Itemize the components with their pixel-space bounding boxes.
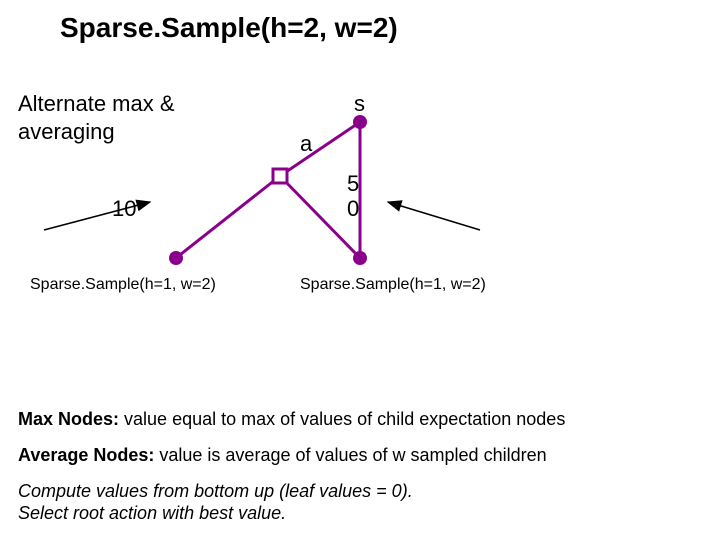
leaf-label-left: Sparse.Sample(h=1, w=2) [30, 275, 216, 295]
note-max-rest: value equal to max of values of child ex… [119, 409, 565, 429]
node-left_leaf [169, 251, 183, 265]
note-avg: Average Nodes: value is average of value… [18, 444, 547, 467]
label-5: 5 [347, 170, 359, 198]
node-a_left_sq [273, 169, 287, 183]
alternate-line2: averaging [18, 119, 115, 144]
note-max-bold: Max Nodes: [18, 409, 119, 429]
note-max: Max Nodes: value equal to max of values … [18, 408, 565, 431]
label-10: 10 [112, 195, 136, 223]
note-avg-rest: value is average of values of w sampled … [154, 445, 546, 465]
leaf-label-right: Sparse.Sample(h=1, w=2) [300, 275, 486, 295]
note-avg-bold: Average Nodes: [18, 445, 154, 465]
label-s: s [354, 90, 365, 118]
alternate-line1: Alternate max & [18, 91, 175, 116]
node-right_leaf [353, 251, 367, 265]
page-title: Sparse.Sample(h=2, w=2) [60, 12, 398, 44]
alternate-note: Alternate max & averaging [18, 90, 175, 145]
note-compute-1: Compute values from bottom up (leaf valu… [18, 480, 413, 503]
label-0: 0 [347, 195, 359, 223]
note-compute-2: Select root action with best value. [18, 502, 286, 525]
label-a: a [300, 130, 312, 158]
